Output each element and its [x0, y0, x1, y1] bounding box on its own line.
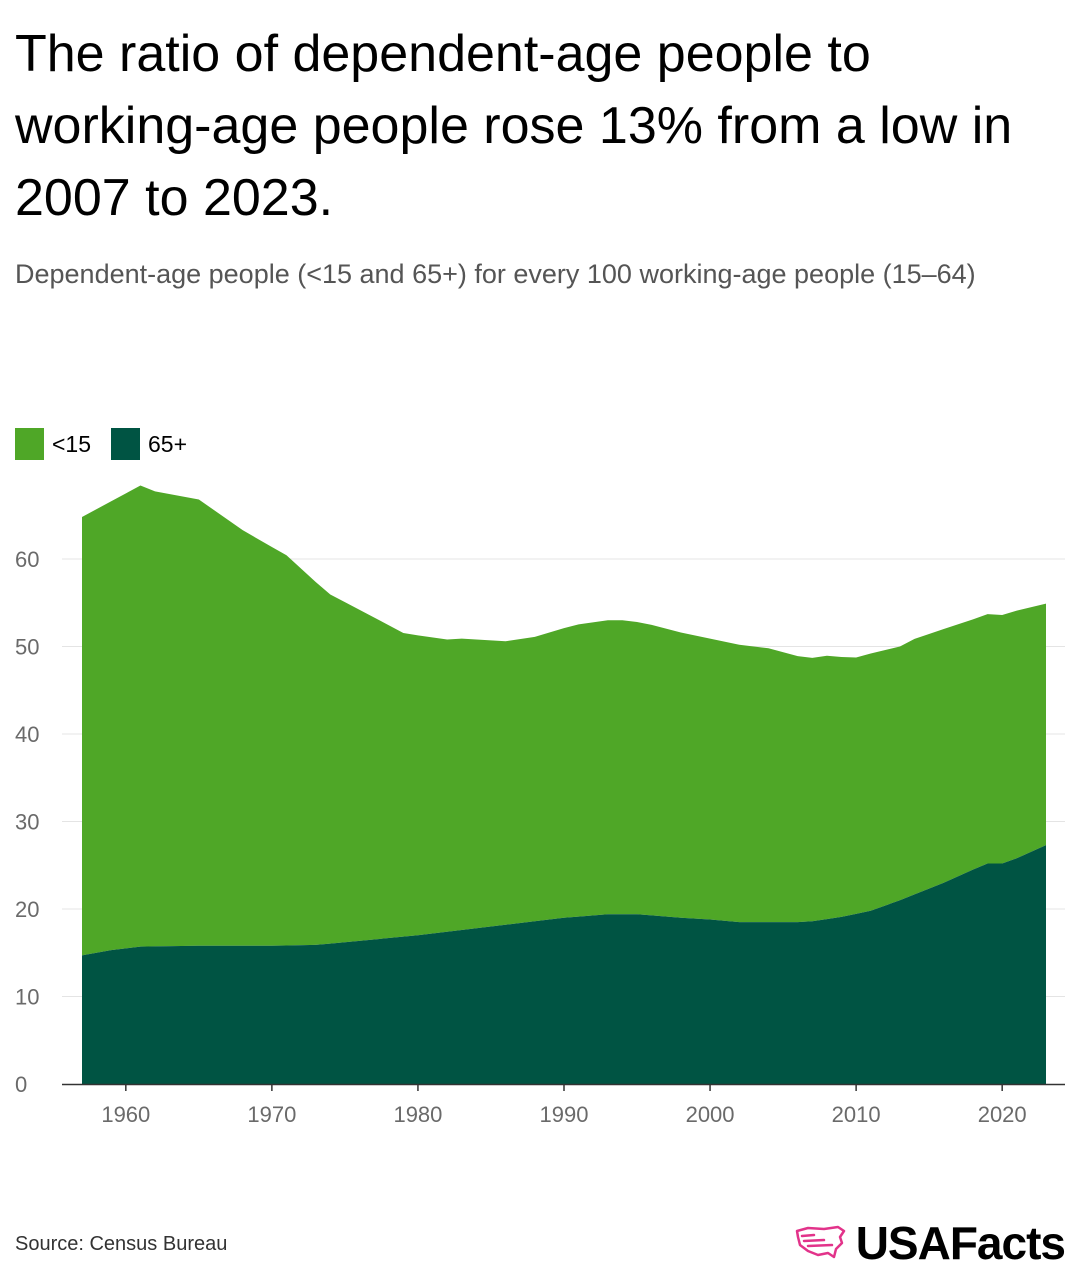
stacked-area-chart: 0 10 20 30 40 50 60 1960 1970 1980 1990 2000 2010 20…	[15, 485, 1065, 1127]
area-under-15	[82, 485, 1046, 956]
x-tick-label: 2020	[978, 1102, 1027, 1127]
usafacts-logo[interactable]: USAFacts	[794, 1216, 1066, 1270]
y-tick-label: 30	[15, 810, 39, 835]
legend: <15 65+	[15, 428, 207, 460]
x-tick-label: 1970	[247, 1102, 296, 1127]
legend-swatch-65-plus	[111, 428, 141, 460]
area-65-plus	[82, 845, 1046, 1084]
y-tick-label: 10	[15, 985, 39, 1010]
legend-label-under-15: <15	[52, 430, 92, 457]
chart-subtitle: Dependent-age people (<15 and 65+) for e…	[15, 259, 976, 289]
y-tick-label: 40	[15, 722, 39, 747]
usa-map-icon	[795, 1225, 845, 1259]
source-note: Source: Census Bureau	[15, 1233, 228, 1255]
y-tick-label: 0	[15, 1072, 27, 1097]
legend-swatch-under-15	[15, 428, 44, 460]
legend-item-under-15: <15	[15, 428, 91, 460]
y-axis-ticks: 0 10 20 30 40 50 60	[15, 547, 39, 1097]
logo-text: USAFacts	[855, 1217, 1066, 1269]
x-tick-label: 1960	[101, 1102, 150, 1127]
x-tick-label: 2000	[686, 1102, 735, 1127]
chart-title: The ratio of dependent-age people to wor…	[15, 25, 1013, 227]
x-axis-ticks: 1960 1970 1980 1990 2000 2010 2020	[101, 1084, 1027, 1127]
x-tick-label: 2010	[832, 1102, 881, 1127]
y-tick-label: 50	[15, 635, 39, 660]
x-tick-label: 1980	[393, 1102, 442, 1127]
legend-item-65-plus: 65+	[111, 428, 187, 460]
y-tick-label: 20	[15, 897, 39, 922]
y-tick-label: 60	[15, 547, 39, 572]
x-tick-label: 1990	[540, 1102, 589, 1127]
legend-label-65-plus: 65+	[148, 430, 188, 457]
chart-areas	[82, 485, 1046, 1084]
